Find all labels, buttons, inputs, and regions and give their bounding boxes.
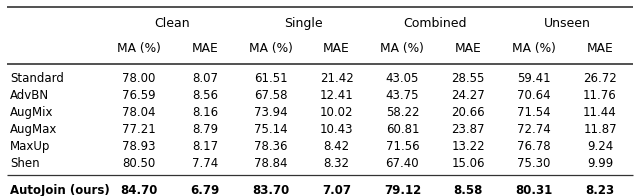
Text: 75.14: 75.14 — [254, 123, 287, 136]
Text: Unseen: Unseen — [543, 17, 591, 30]
Text: 80.31: 80.31 — [515, 183, 553, 196]
Text: 23.87: 23.87 — [452, 123, 485, 136]
Text: MAE: MAE — [191, 43, 218, 55]
Text: 7.74: 7.74 — [192, 157, 218, 170]
Text: 60.81: 60.81 — [386, 123, 419, 136]
Text: 73.94: 73.94 — [254, 106, 287, 119]
Text: 61.51: 61.51 — [254, 73, 287, 85]
Text: AdvBN: AdvBN — [10, 89, 49, 103]
Text: 28.55: 28.55 — [452, 73, 485, 85]
Text: 8.79: 8.79 — [192, 123, 218, 136]
Text: 8.16: 8.16 — [192, 106, 218, 119]
Text: 84.70: 84.70 — [120, 183, 157, 196]
Text: 6.79: 6.79 — [190, 183, 220, 196]
Text: 78.36: 78.36 — [254, 140, 287, 153]
Text: 9.24: 9.24 — [587, 140, 613, 153]
Text: 7.07: 7.07 — [322, 183, 351, 196]
Text: 78.93: 78.93 — [122, 140, 156, 153]
Text: 10.43: 10.43 — [320, 123, 353, 136]
Text: 8.17: 8.17 — [192, 140, 218, 153]
Text: 8.23: 8.23 — [586, 183, 614, 196]
Text: 15.06: 15.06 — [452, 157, 485, 170]
Text: 59.41: 59.41 — [517, 73, 551, 85]
Text: 43.05: 43.05 — [386, 73, 419, 85]
Text: 10.02: 10.02 — [320, 106, 353, 119]
Text: 78.84: 78.84 — [254, 157, 287, 170]
Text: 75.30: 75.30 — [518, 157, 551, 170]
Text: 78.04: 78.04 — [122, 106, 156, 119]
Text: 76.59: 76.59 — [122, 89, 156, 103]
Text: MAE: MAE — [323, 43, 350, 55]
Text: 8.32: 8.32 — [324, 157, 349, 170]
Text: 70.64: 70.64 — [517, 89, 551, 103]
Text: MA (%): MA (%) — [249, 43, 292, 55]
Text: Single: Single — [284, 17, 323, 30]
Text: 8.56: 8.56 — [192, 89, 218, 103]
Text: 83.70: 83.70 — [252, 183, 289, 196]
Text: AutoJoin (ours): AutoJoin (ours) — [10, 183, 110, 196]
Text: MAE: MAE — [587, 43, 613, 55]
Text: Clean: Clean — [154, 17, 189, 30]
Text: 71.56: 71.56 — [386, 140, 419, 153]
Text: MaxUp: MaxUp — [10, 140, 51, 153]
Text: Combined: Combined — [404, 17, 467, 30]
Text: 8.58: 8.58 — [454, 183, 483, 196]
Text: 9.99: 9.99 — [587, 157, 613, 170]
Text: 67.40: 67.40 — [386, 157, 419, 170]
Text: 26.72: 26.72 — [583, 73, 617, 85]
Text: 20.66: 20.66 — [451, 106, 485, 119]
Text: MAE: MAE — [455, 43, 482, 55]
Text: 11.76: 11.76 — [583, 89, 617, 103]
Text: 12.41: 12.41 — [320, 89, 353, 103]
Text: 80.50: 80.50 — [122, 157, 156, 170]
Text: 8.07: 8.07 — [192, 73, 218, 85]
Text: AugMax: AugMax — [10, 123, 58, 136]
Text: 58.22: 58.22 — [386, 106, 419, 119]
Text: Standard: Standard — [10, 73, 64, 85]
Text: 67.58: 67.58 — [254, 89, 287, 103]
Text: 76.78: 76.78 — [517, 140, 551, 153]
Text: 13.22: 13.22 — [451, 140, 485, 153]
Text: 72.74: 72.74 — [517, 123, 551, 136]
Text: Shen: Shen — [10, 157, 40, 170]
Text: AugMix: AugMix — [10, 106, 54, 119]
Text: 71.54: 71.54 — [517, 106, 551, 119]
Text: 11.44: 11.44 — [583, 106, 617, 119]
Text: 11.87: 11.87 — [583, 123, 617, 136]
Text: 78.00: 78.00 — [122, 73, 156, 85]
Text: 24.27: 24.27 — [451, 89, 485, 103]
Text: MA (%): MA (%) — [381, 43, 424, 55]
Text: 43.75: 43.75 — [386, 89, 419, 103]
Text: MA (%): MA (%) — [512, 43, 556, 55]
Text: 8.42: 8.42 — [323, 140, 349, 153]
Text: 79.12: 79.12 — [384, 183, 421, 196]
Text: MA (%): MA (%) — [117, 43, 161, 55]
Text: 77.21: 77.21 — [122, 123, 156, 136]
Text: 21.42: 21.42 — [320, 73, 353, 85]
